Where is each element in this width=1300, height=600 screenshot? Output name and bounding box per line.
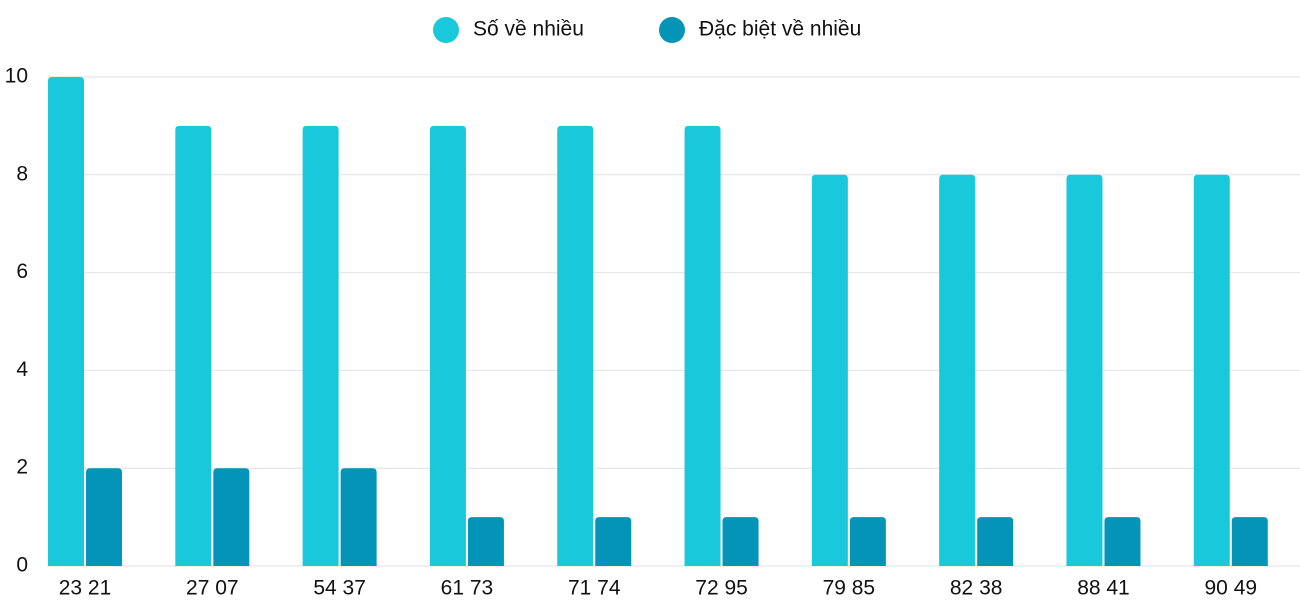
x-tick-label: 79 85 — [823, 577, 876, 600]
bar — [939, 174, 976, 567]
x-tick-label: 71 74 — [568, 577, 621, 600]
bar — [302, 125, 339, 567]
bar — [722, 517, 759, 566]
y-tick-label: 6 — [16, 260, 28, 283]
bar — [1231, 517, 1268, 566]
y-tick-label: 0 — [16, 554, 28, 577]
bar — [1193, 174, 1230, 567]
legend-swatch — [659, 17, 685, 43]
bar — [811, 174, 848, 567]
legend-swatch — [433, 17, 459, 43]
x-tick-label: 72 95 — [695, 577, 748, 600]
bar — [595, 517, 632, 566]
x-tick-label: 90 49 — [1205, 577, 1258, 600]
x-tick-label: 61 73 — [441, 577, 494, 600]
bar — [429, 125, 466, 567]
bar — [849, 517, 886, 566]
bar — [1104, 517, 1141, 566]
bar — [86, 468, 122, 566]
legend-label: Đặc biệt về nhiều — [699, 18, 861, 41]
y-tick-label: 4 — [16, 358, 28, 381]
x-tick-label: 27 07 — [186, 577, 239, 600]
bar — [467, 517, 504, 566]
bar — [175, 125, 212, 567]
x-tick-label: 23 21 — [59, 577, 112, 600]
x-tick-label: 54 37 — [313, 577, 366, 600]
bar — [684, 125, 721, 567]
bar — [213, 468, 250, 566]
bar — [557, 125, 594, 567]
legend-label: Số về nhiều — [473, 18, 584, 41]
x-tick-label: 88 41 — [1077, 577, 1130, 600]
y-tick-label: 2 — [16, 456, 28, 479]
y-tick-label: 10 — [5, 65, 28, 88]
bar — [48, 77, 84, 566]
bar — [340, 468, 377, 566]
x-tick-label: 82 38 — [950, 577, 1003, 600]
bar — [1066, 174, 1103, 567]
bar — [977, 517, 1014, 566]
y-tick-label: 8 — [16, 162, 28, 185]
